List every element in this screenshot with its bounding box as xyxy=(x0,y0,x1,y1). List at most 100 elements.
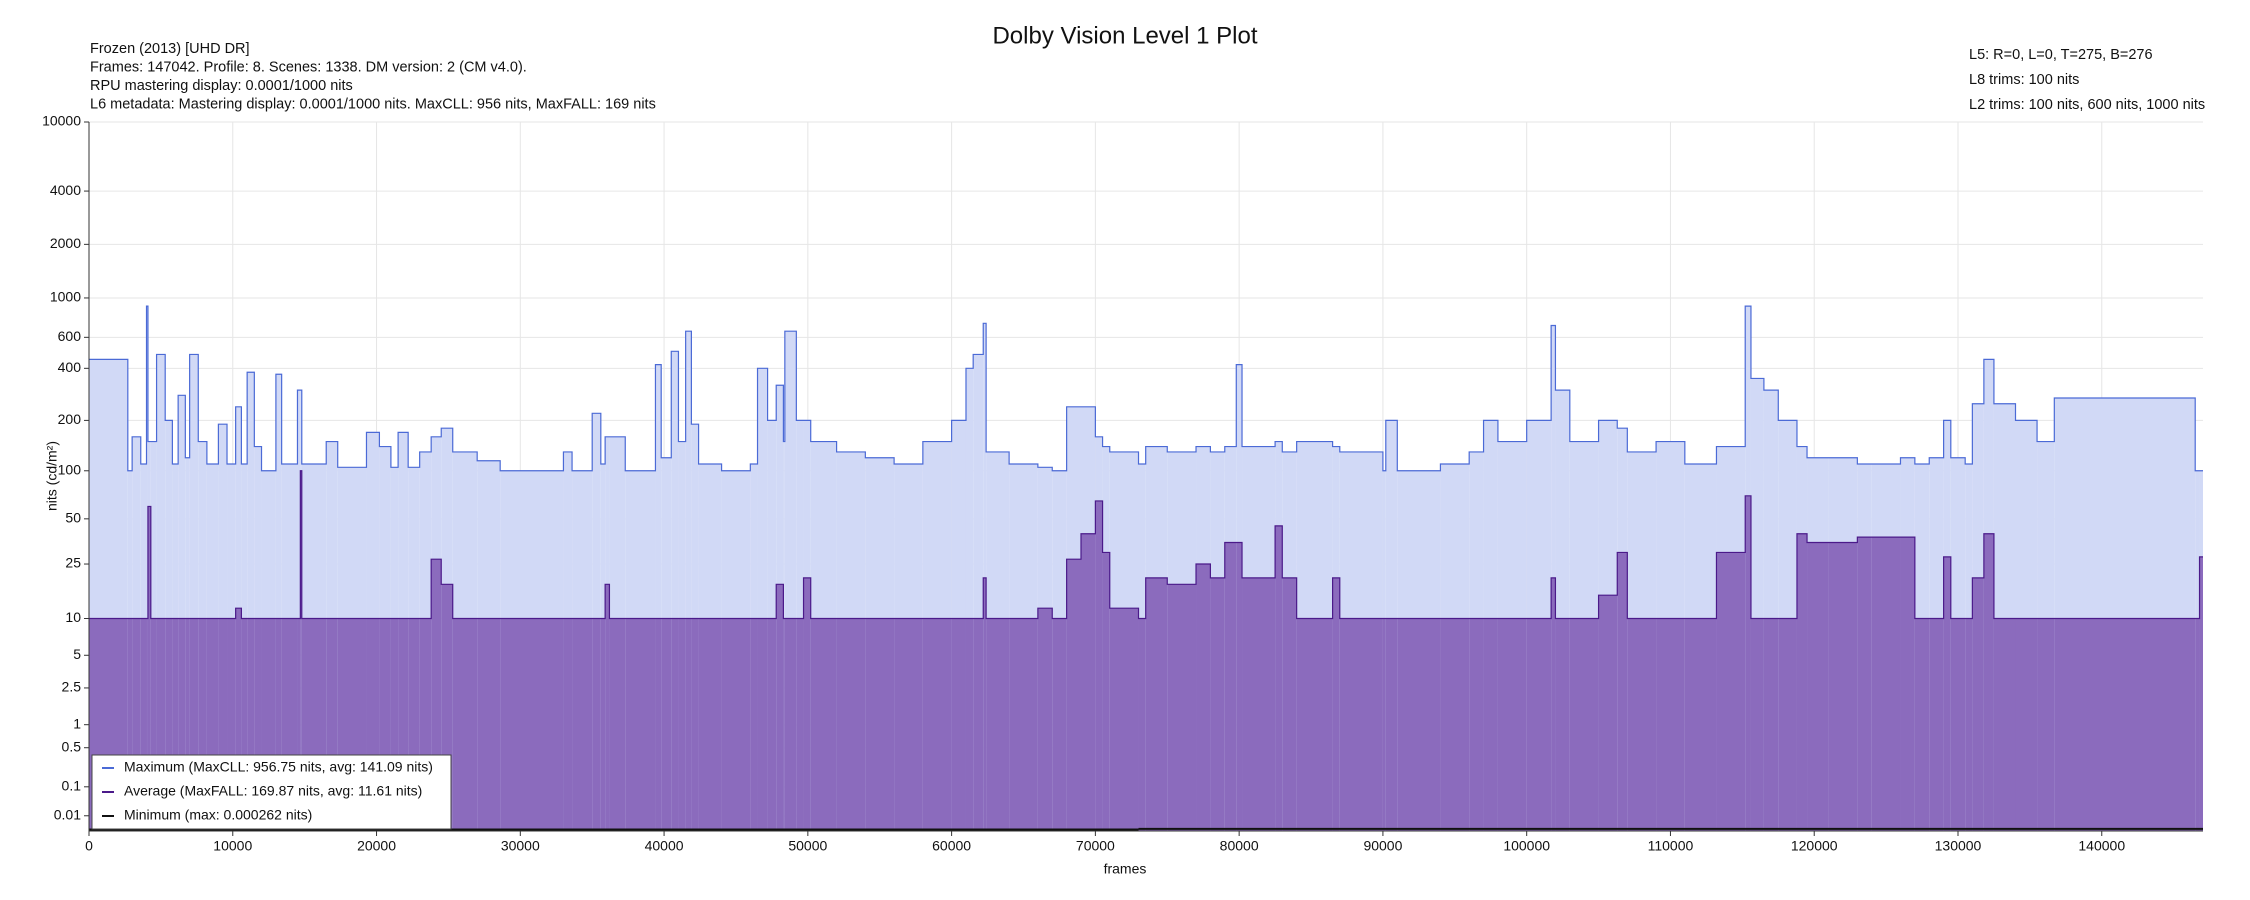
step-area xyxy=(721,618,751,831)
step-area xyxy=(1081,533,1096,831)
x-tick-label: 80000 xyxy=(1220,838,1259,854)
x-tick-label: 70000 xyxy=(1076,838,1115,854)
step-area xyxy=(140,618,147,831)
step-area xyxy=(951,618,966,831)
info-text: L2 trims: 100 nits, 600 nits, 1000 nits xyxy=(1969,97,2205,113)
step-area xyxy=(783,618,785,831)
y-tick-label: 25 xyxy=(65,555,81,571)
step-area xyxy=(165,618,173,831)
step-area xyxy=(1763,618,1779,831)
step-area xyxy=(983,577,987,831)
step-area xyxy=(275,618,282,831)
step-area xyxy=(1009,618,1038,831)
step-area xyxy=(678,618,686,831)
step-area xyxy=(247,372,255,831)
step-area xyxy=(661,618,672,831)
step-area xyxy=(477,618,501,831)
step-area xyxy=(685,618,692,831)
step-area xyxy=(973,354,984,831)
step-area xyxy=(757,618,768,831)
step-area xyxy=(247,618,255,831)
step-area xyxy=(2195,618,2200,831)
step-area xyxy=(254,618,262,831)
step-area xyxy=(973,618,984,831)
step-area xyxy=(563,618,573,831)
step-area xyxy=(156,618,166,831)
step-area xyxy=(986,618,1010,831)
legend-label: Average (MaxFALL: 169.87 nits, avg: 11.6… xyxy=(124,783,422,799)
y-tick-label: 600 xyxy=(58,328,82,344)
step-area xyxy=(922,618,952,831)
step-outline xyxy=(89,470,2203,620)
step-area xyxy=(419,618,432,831)
step-area xyxy=(1857,537,1872,831)
step-area xyxy=(1993,618,2016,831)
chart-title: Dolby Vision Level 1 Plot xyxy=(992,22,1257,49)
step-area xyxy=(655,364,662,831)
step-area xyxy=(625,618,656,831)
x-tick-label: 40000 xyxy=(645,838,684,854)
step-area xyxy=(983,323,987,831)
step-area xyxy=(1950,618,1966,831)
step-area xyxy=(408,618,420,831)
step-area xyxy=(1037,608,1053,831)
step-area xyxy=(1236,542,1243,831)
x-tick-label: 30000 xyxy=(501,838,540,854)
step-area xyxy=(784,618,797,831)
step-area xyxy=(1282,577,1297,831)
step-area xyxy=(1965,618,1973,831)
series xyxy=(89,470,2203,831)
info-text: L8 trims: 100 nits xyxy=(1969,72,2079,88)
step-area xyxy=(146,306,148,831)
step-area xyxy=(431,559,442,831)
step-area xyxy=(1914,618,1930,831)
step-area xyxy=(235,608,242,831)
x-tick-label: 0 xyxy=(85,838,93,854)
step-area xyxy=(1983,533,1994,831)
step-area xyxy=(1900,537,1915,831)
step-area xyxy=(784,331,797,831)
step-area xyxy=(1656,618,1685,831)
step-area xyxy=(572,618,593,831)
legend-label: Minimum (max: 0.000262 nits) xyxy=(124,807,312,823)
x-tick-label: 20000 xyxy=(357,838,396,854)
step-area xyxy=(605,584,610,831)
y-tick-label: 1000 xyxy=(50,289,81,305)
step-area xyxy=(1943,556,1951,831)
step-area xyxy=(1066,559,1082,831)
step-area xyxy=(1385,618,1398,831)
step-area xyxy=(1332,577,1340,831)
step-area xyxy=(757,368,768,831)
y-tick-label: 1 xyxy=(73,715,81,731)
step-area xyxy=(147,506,151,831)
info-text: Frames: 147042. Profile: 8. Scenes: 1338… xyxy=(90,59,527,75)
step-area xyxy=(1469,618,1484,831)
step-area xyxy=(803,577,811,831)
y-tick-label: 0.1 xyxy=(62,778,82,794)
y-axis-label: nits (cd/m²) xyxy=(44,441,60,511)
step-area xyxy=(810,618,837,831)
step-area xyxy=(836,618,866,831)
step-area xyxy=(1242,577,1276,831)
step-area xyxy=(750,618,758,831)
step-area xyxy=(150,618,157,831)
step-area xyxy=(300,470,302,831)
step-area xyxy=(1052,618,1067,831)
step-area xyxy=(275,374,282,831)
step-area xyxy=(767,618,777,831)
step-area xyxy=(1339,618,1383,831)
x-tick-label: 50000 xyxy=(788,838,827,854)
step-area xyxy=(1871,537,1901,831)
step-area xyxy=(390,618,399,831)
step-outline xyxy=(89,305,2203,472)
step-area xyxy=(2199,556,2203,831)
step-area xyxy=(776,584,784,831)
step-area xyxy=(500,618,564,831)
y-tick-label: 5 xyxy=(73,646,81,662)
step-area xyxy=(218,618,228,831)
x-tick-label: 130000 xyxy=(1935,838,1982,854)
y-tick-label: 2.5 xyxy=(62,679,82,695)
step-area xyxy=(609,618,626,831)
step-area xyxy=(198,618,207,831)
